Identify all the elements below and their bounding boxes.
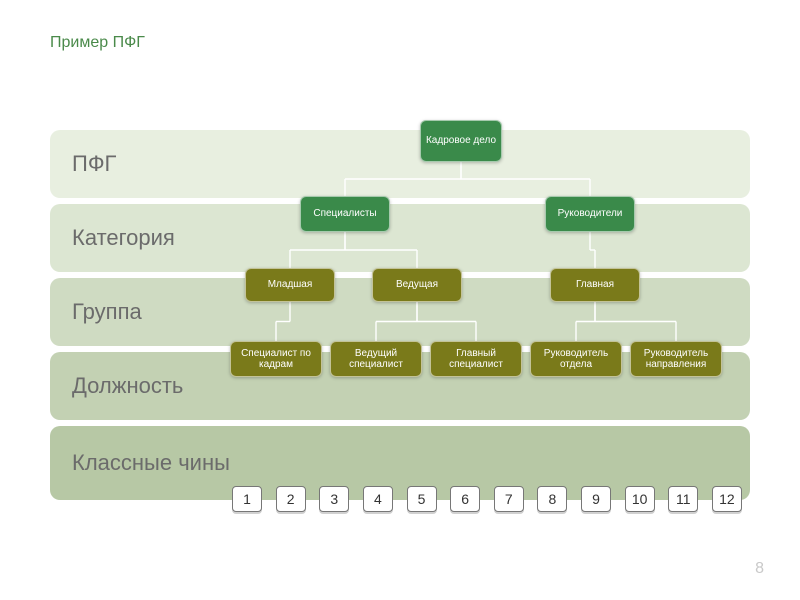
rank-chip: 3 bbox=[319, 486, 349, 512]
node-pos2: Ведущий специалист bbox=[330, 341, 422, 377]
rank-chip: 4 bbox=[363, 486, 393, 512]
node-cat1: Специалисты bbox=[300, 196, 390, 232]
node-grp3: Главная bbox=[550, 268, 640, 302]
rank-chip: 7 bbox=[494, 486, 524, 512]
rank-chip: 10 bbox=[625, 486, 655, 512]
rank-chip: 6 bbox=[450, 486, 480, 512]
node-grp2: Ведущая bbox=[372, 268, 462, 302]
node-pos3: Главный специалист bbox=[430, 341, 522, 377]
rank-chip: 1 bbox=[232, 486, 262, 512]
page-number: 8 bbox=[755, 560, 764, 578]
node-grp1: Младшая bbox=[245, 268, 335, 302]
org-tree: Кадровое дело Специалисты Руководители Млад… bbox=[50, 116, 750, 516]
node-root: Кадровое дело bbox=[420, 120, 502, 162]
rank-chip: 11 bbox=[668, 486, 698, 512]
rank-chip: 2 bbox=[276, 486, 306, 512]
slide-title: Пример ПФГ bbox=[50, 34, 145, 52]
node-pos4: Руководитель отдела bbox=[530, 341, 622, 377]
rank-chips: 123456789101112 bbox=[232, 486, 742, 512]
rank-chip: 12 bbox=[712, 486, 742, 512]
rank-chip: 5 bbox=[407, 486, 437, 512]
rank-chip: 8 bbox=[537, 486, 567, 512]
node-pos1: Специалист по кадрам bbox=[230, 341, 322, 377]
rank-chip: 9 bbox=[581, 486, 611, 512]
node-cat2: Руководители bbox=[545, 196, 635, 232]
node-pos5: Руководитель направления bbox=[630, 341, 722, 377]
